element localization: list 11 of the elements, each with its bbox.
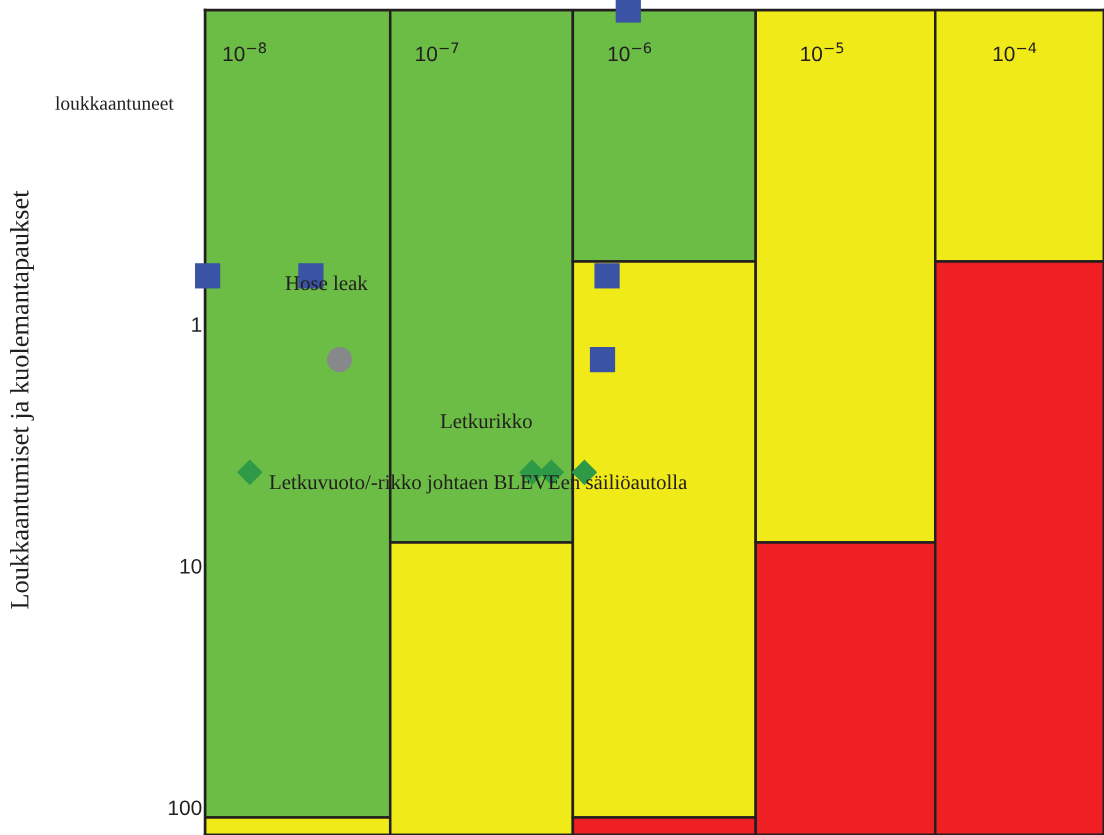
text: loukkaantuneet [55, 96, 174, 110]
x-tick-label: 10$^{−7}$ [416, 42, 459, 62]
text: Loukkaantumiset ja kuolemantapaukset [10, 190, 34, 609]
x-tick-label: 10$^{−6}$ [608, 42, 652, 62]
x-tick-label: 10$^{−8}$ [223, 42, 267, 62]
y-tick-label: 100 [169, 800, 202, 816]
y-tick-label: 1 [192, 317, 202, 332]
x-tick-label: 10$^{−5}$ [801, 42, 844, 62]
y-tick-label: 10 [180, 558, 202, 574]
annotation: Letkurikko [440, 413, 532, 429]
x-tick-label: 10$^{−4}$ [993, 42, 1037, 62]
